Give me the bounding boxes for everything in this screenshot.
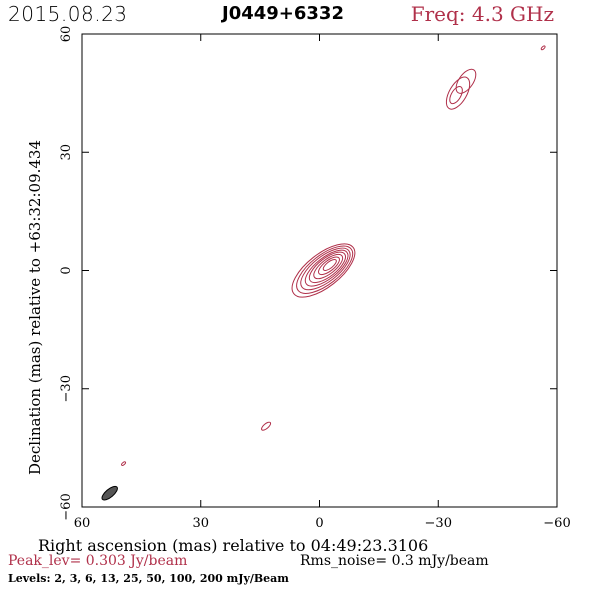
contour-blob-ne [540,45,546,51]
contour-ring [445,76,471,110]
contour-ring [304,249,349,287]
y-tick-label: −30 [59,375,74,402]
beam-shape [101,485,118,501]
rms-noise: Rms_noise= 0.3 mJy/beam [300,553,489,569]
contour-jet-knot [445,68,477,110]
axis-ticks [81,33,558,508]
contour-ring [261,421,272,431]
contour-ring [308,251,346,284]
peak-level: Peak_lev= 0.303 Jy/beam [8,553,188,569]
beam-ellipse [101,485,118,501]
x-axis-label: Right ascension (mas) relative to 04:49:… [38,536,428,555]
y-axis-label: Declination (mas) relative to +63:32:09.… [26,140,44,475]
contour-ring [540,45,546,51]
y-tick-label: 60 [59,26,74,43]
y-tick-label: 30 [59,144,74,161]
contour-blob-sw1 [261,421,272,431]
plot-frame [81,33,558,508]
x-tick-label: −60 [543,516,570,531]
contour-ring [322,259,337,271]
contour-levels: Levels: 2, 3, 6, 13, 25, 50, 100, 200 mJ… [8,572,289,585]
contour-core [291,243,356,298]
contour-ring [291,243,356,298]
contour-ring [300,247,351,291]
x-tick-label: −30 [425,516,452,531]
epoch-date: 2015.08.23 [8,2,128,26]
x-tick-label: 30 [192,516,209,531]
contours [121,45,546,466]
contour-ring [449,86,463,105]
y-tick-label: 0 [59,266,74,274]
contour-blob-sw2 [121,461,127,466]
x-tick-label: 0 [315,516,323,531]
contour-ring [318,256,340,276]
contour-ring [296,245,354,294]
x-tick-label: 60 [74,516,91,531]
contour-ring [121,461,127,466]
contour-ring [313,253,344,280]
contour-ring [455,68,477,94]
frequency-label: Freq: 4.3 GHz [410,2,554,26]
y-tick-label: −60 [59,493,74,520]
source-name: J0449+6332 [222,3,344,24]
